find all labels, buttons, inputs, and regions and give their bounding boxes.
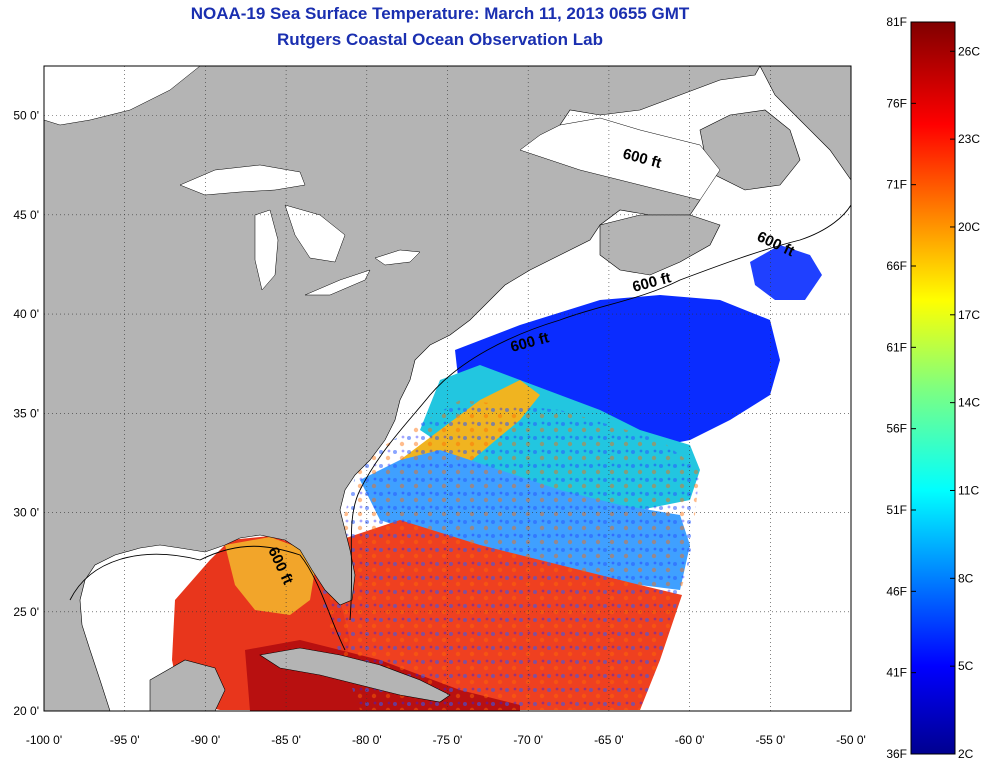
sst-speckle xyxy=(320,400,700,710)
lat-tick-label: 45 0' xyxy=(13,208,39,222)
colorbar-c-label: 2C xyxy=(958,747,974,761)
yucatan-land xyxy=(149,659,226,711)
lon-tick-label: -100 0' xyxy=(26,733,62,747)
sst-gulf-shelf xyxy=(225,537,315,615)
lat-tick-label: 50 0' xyxy=(13,109,39,123)
lon-tick-label: -90 0' xyxy=(191,733,221,747)
colorbar-c-label: 23C xyxy=(958,132,980,146)
colorbar-c-label: 17C xyxy=(958,308,980,322)
lon-tick-label: -75 0' xyxy=(433,733,463,747)
colorbar-f-label: 36F xyxy=(886,747,907,761)
lat-tick-label: 20 0' xyxy=(13,704,39,718)
colorbar-f-label: 61F xyxy=(886,340,907,354)
colorbar-c-label: 20C xyxy=(958,220,980,234)
lake-michigan xyxy=(254,209,279,291)
map-subtitle: Rutgers Coastal Ocean Observation Lab xyxy=(277,30,603,49)
colorbar-f-label: 71F xyxy=(886,178,907,192)
lake-erie xyxy=(304,269,371,296)
plot-frame xyxy=(43,65,852,712)
colorbar-f-label: 76F xyxy=(886,96,907,110)
colorbar xyxy=(910,21,956,755)
lon-tick-label: -60 0' xyxy=(675,733,705,747)
colorbar-f-label: 66F xyxy=(886,259,907,273)
lon-tick-label: -80 0' xyxy=(352,733,382,747)
colorbar-f-label: 56F xyxy=(886,422,907,436)
colorbar-labels: 81F 76F 71F 66F 61F 56F 51F 46F 41F 36F 26C 23C 20C 1… xyxy=(886,15,980,761)
colorbar-f-label: 46F xyxy=(886,584,907,598)
map-title: NOAA-19 Sea Surface Temperature: March 1… xyxy=(190,4,690,23)
colorbar-c-label: 14C xyxy=(958,396,980,410)
sst-nova-scotia-patch xyxy=(750,245,822,300)
colorbar-c-label: 26C xyxy=(958,44,980,58)
colorbar-c-label: 8C xyxy=(958,571,974,585)
lon-tick-label: -55 0' xyxy=(755,733,785,747)
lat-tick-label: 25 0' xyxy=(13,605,39,619)
lon-tick-label: -65 0' xyxy=(594,733,624,747)
lon-tick-label: -85 0' xyxy=(271,733,301,747)
lat-tick-label: 30 0' xyxy=(13,506,39,520)
lat-tick-label: 35 0' xyxy=(13,406,39,420)
cuba-land xyxy=(259,647,451,703)
gulf-st-lawrence xyxy=(519,117,721,201)
land xyxy=(44,66,851,711)
lon-tick-label: -95 0' xyxy=(110,733,140,747)
colorbar-f-label: 41F xyxy=(886,666,907,680)
colorbar-f-label: 51F xyxy=(886,503,907,517)
map-ticks: -100 0' -95 0' -90 0' -85 0' -80 0' -75 0' -70… xyxy=(13,109,865,747)
colorbar-c-label: 5C xyxy=(958,659,974,673)
contour-600ft xyxy=(69,204,851,651)
hudson-bay-edge xyxy=(44,66,201,126)
lat-tick-label: 40 0' xyxy=(13,307,39,321)
great-lakes xyxy=(44,66,721,296)
lake-superior xyxy=(179,164,306,196)
lake-ontario xyxy=(374,249,421,266)
lon-tick-label: -70 0' xyxy=(513,733,543,747)
labrador-land xyxy=(759,66,851,181)
lon-tick-label: -50 0' xyxy=(836,733,866,747)
colorbar-c-label: 11C xyxy=(958,483,979,497)
colorbar-f-label: 81F xyxy=(886,15,907,29)
